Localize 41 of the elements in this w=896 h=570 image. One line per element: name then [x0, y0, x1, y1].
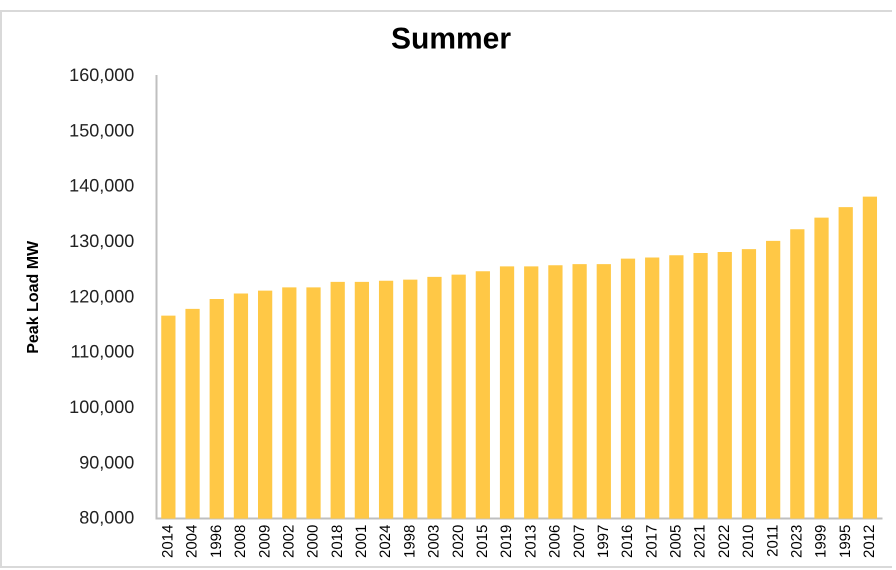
- x-tick-label: 1996: [208, 524, 225, 558]
- x-tick-label: 2007: [570, 524, 588, 558]
- y-tick-label: 100,000: [69, 396, 134, 417]
- x-tick-label: 2001: [353, 524, 370, 558]
- x-tick-label: 2009: [256, 524, 274, 558]
- x-tick-label: 2004: [184, 524, 201, 558]
- x-tick-label: 2023: [788, 524, 806, 558]
- x-tick-label: 1999: [812, 524, 830, 558]
- x-tick-label: 2019: [498, 524, 516, 558]
- x-tick-label: 1998: [401, 524, 418, 558]
- y-tick-label: 80,000: [79, 508, 134, 528]
- x-tick-label: 2010: [740, 524, 758, 558]
- x-tick-label: 2020: [450, 524, 467, 558]
- y-axis-title: Peak Load MW: [25, 240, 42, 354]
- x-tick-label: 2005: [668, 524, 685, 558]
- y-tick-label: 140,000: [69, 176, 134, 196]
- y-tick-label: 160,000: [69, 64, 134, 85]
- x-tick-label: 2012: [861, 524, 878, 558]
- x-tick-label: 2013: [522, 524, 540, 558]
- x-tick-label: 2022: [716, 524, 733, 558]
- x-tick-label: 2000: [304, 524, 322, 558]
- x-tick-label: 2018: [328, 524, 346, 558]
- x-tick-label: 2024: [377, 524, 394, 558]
- chart-title: Summer: [390, 22, 512, 56]
- x-tick-label: 1995: [836, 524, 854, 558]
- y-tick-label: 130,000: [69, 230, 134, 251]
- y-tick-label: 120,000: [69, 286, 134, 306]
- x-tick-label: 2021: [692, 524, 709, 558]
- y-tick-label: 90,000: [79, 452, 134, 472]
- x-tick-label: 2006: [546, 524, 564, 558]
- y-tick-label: 150,000: [69, 120, 134, 140]
- x-tick-label: 2003: [426, 524, 443, 558]
- x-tick-label: 2014: [160, 524, 176, 558]
- x-tick-label: 2016: [619, 524, 636, 558]
- x-tick-label: 2011: [764, 524, 782, 557]
- x-tick-label: 2017: [643, 524, 660, 558]
- x-tick-label: 1997: [594, 524, 612, 558]
- x-tick-label: 2008: [232, 524, 250, 558]
- y-tick-label: 110,000: [70, 342, 134, 362]
- x-tick-label: 2015: [474, 524, 491, 558]
- x-tick-label: 2002: [280, 524, 298, 558]
